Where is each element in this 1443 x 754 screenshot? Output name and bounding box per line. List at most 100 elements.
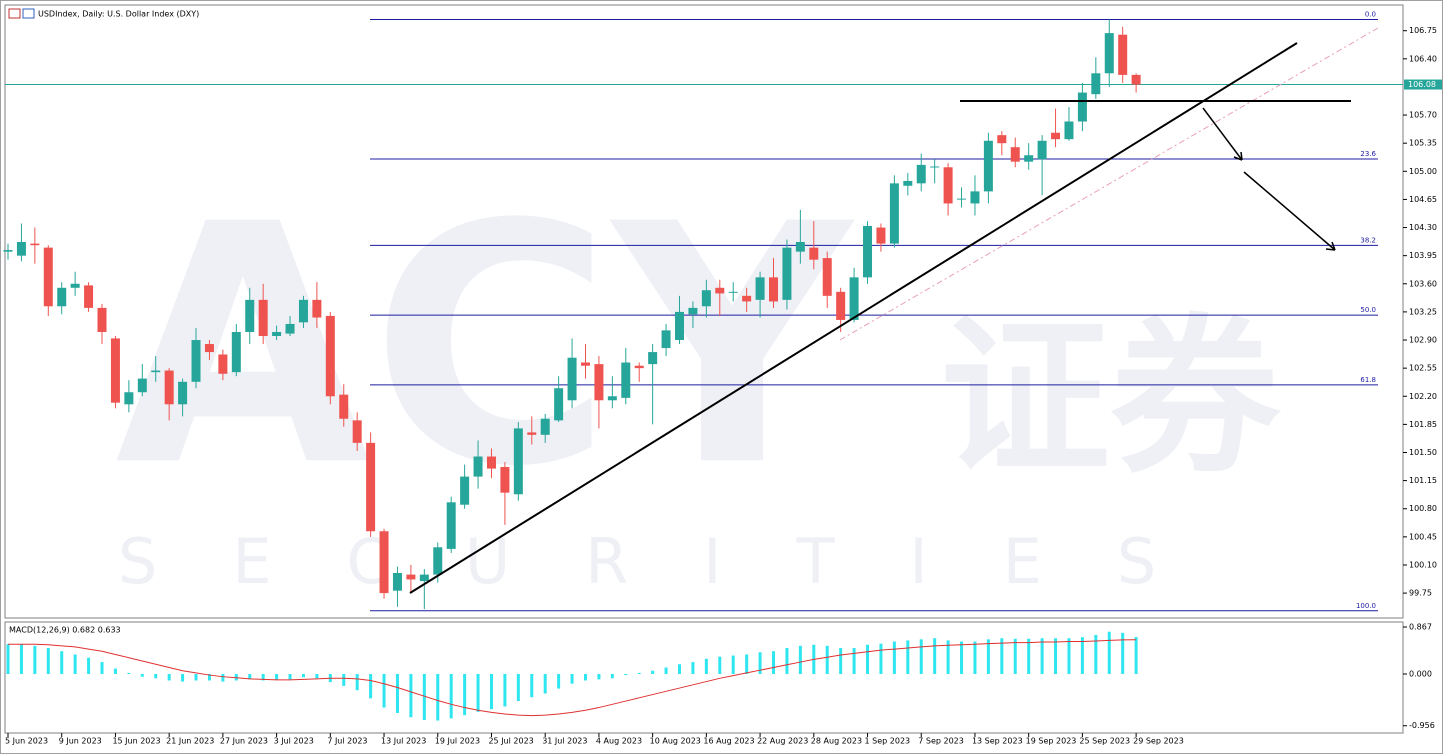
arrow	[1202, 107, 1243, 161]
macd-bar	[825, 645, 829, 674]
candle-body	[43, 247, 53, 307]
y-tick-label: 104.65	[1409, 195, 1437, 204]
macd-bar	[113, 668, 117, 674]
candle-body	[272, 331, 282, 337]
y-tick-label: 105.00	[1409, 167, 1437, 176]
macd-bar	[1027, 638, 1031, 674]
macd-bar	[1134, 637, 1138, 674]
candle-body	[769, 277, 779, 302]
macd-bar	[852, 647, 856, 674]
chart-title: USDIndex, Daily: U.S. Dollar Index (DXY)	[38, 10, 199, 19]
watermark-chinese: 证券	[940, 299, 1282, 497]
candle-body	[258, 299, 268, 337]
candle-body	[1010, 147, 1020, 162]
candle-body	[1104, 33, 1114, 74]
macd-bar	[73, 654, 77, 674]
macd-bar	[1121, 632, 1125, 674]
x-tick-label: 4 Aug 2023	[596, 737, 642, 746]
y-tick-label: 106.75	[1409, 26, 1437, 35]
candle-body	[957, 198, 967, 200]
candle-body	[943, 167, 953, 204]
y-tick-label: 106.40	[1409, 54, 1437, 63]
x-tick-label: 10 Aug 2023	[650, 737, 701, 746]
macd-bar	[342, 673, 346, 686]
candle-body	[500, 466, 510, 493]
candle-body	[916, 164, 926, 184]
x-tick-label: 27 Jun 2023	[220, 737, 268, 746]
x-tick-label: 13 Sep 2023	[972, 737, 1023, 746]
period-icon	[22, 8, 35, 19]
candle-body	[634, 365, 644, 369]
x-tick-label: 9 Jun 2023	[59, 737, 102, 746]
arrow-head	[1325, 241, 1336, 251]
arrow	[1243, 171, 1336, 251]
macd-bar	[664, 667, 668, 674]
macd-bar	[60, 651, 64, 674]
macd-bar	[221, 673, 225, 682]
macd-bar	[315, 673, 319, 679]
candle-body	[151, 370, 161, 373]
macd-bar	[19, 644, 23, 674]
macd-bar	[436, 673, 440, 721]
macd-bar	[678, 664, 681, 674]
x-tick-label: 29 Sep 2023	[1133, 737, 1184, 746]
candle-body	[554, 388, 564, 421]
candle-body	[540, 418, 550, 435]
candle-body	[782, 247, 792, 300]
macd-bar	[1094, 634, 1098, 674]
candle-body	[3, 250, 13, 252]
candle-body	[1131, 74, 1141, 85]
macd-bar	[1067, 638, 1071, 674]
candle-body	[836, 291, 846, 320]
macd-bar	[288, 673, 292, 680]
candle-body	[903, 180, 913, 186]
y-tick-label: 101.50	[1409, 448, 1437, 457]
candle-body	[191, 340, 201, 382]
macd-bar	[207, 673, 211, 681]
y-tick-label: -0.956	[1409, 721, 1435, 730]
macd-bar	[610, 673, 614, 679]
candle-body	[527, 432, 537, 435]
candle-body	[178, 381, 188, 405]
macd-bar	[879, 643, 883, 674]
macd-bar	[516, 673, 520, 702]
macd-bar	[301, 673, 305, 678]
candle-body	[379, 531, 389, 594]
trend-line	[409, 42, 1298, 594]
candle-body	[1064, 121, 1074, 140]
macd-bar	[46, 647, 50, 674]
candle-body	[231, 331, 241, 373]
y-tick-label: 100.10	[1409, 560, 1437, 569]
macd-bar	[597, 673, 601, 680]
candle-body	[997, 135, 1007, 144]
macd-panel	[4, 621, 1404, 734]
macd-bar	[651, 670, 655, 674]
candle-body	[755, 277, 765, 300]
candle-body	[110, 338, 120, 403]
x-tick-label: 22 Aug 2023	[757, 737, 808, 746]
y-tick-label: 100.80	[1409, 504, 1437, 513]
candle-body	[688, 307, 698, 315]
macd-bar	[557, 673, 561, 689]
macd-bar	[382, 673, 386, 708]
macd-bar	[785, 647, 789, 674]
last-price-box	[1404, 79, 1442, 90]
y-tick-label: 101.85	[1409, 420, 1437, 429]
candle-body	[1091, 73, 1101, 95]
macd-bar	[100, 662, 104, 674]
candle-body	[513, 428, 523, 495]
x-tick-label: 3 Jul 2023	[274, 737, 314, 746]
macd-bar	[1080, 637, 1084, 674]
symbol-icon	[8, 8, 21, 19]
macd-bar	[409, 673, 413, 718]
macd-bar	[275, 673, 279, 680]
candle-body	[285, 323, 295, 334]
candle-body	[325, 315, 335, 397]
macd-bar	[798, 645, 802, 674]
y-tick-label: 102.20	[1409, 392, 1437, 401]
candle-body	[983, 140, 993, 192]
candle-body	[366, 442, 376, 532]
macd-bar	[422, 673, 426, 721]
macd-bar	[624, 673, 628, 676]
candle-body	[1024, 155, 1034, 162]
